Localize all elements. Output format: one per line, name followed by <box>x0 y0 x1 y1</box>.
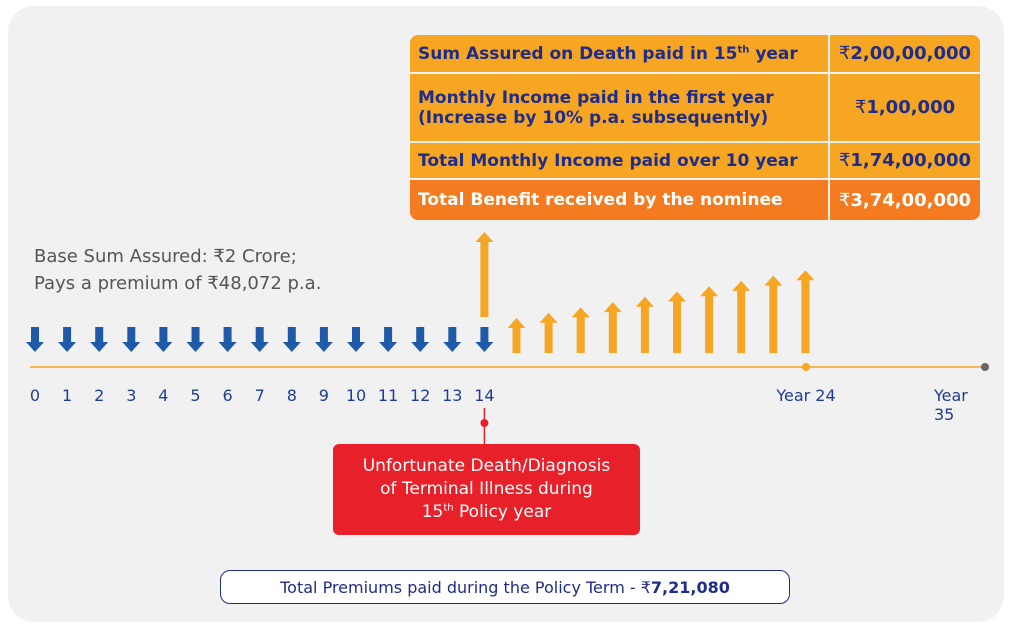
table-row: Total Benefit received by the nominee ₹3… <box>410 180 980 220</box>
down-arrow <box>218 327 237 352</box>
down-arrow <box>282 327 301 352</box>
amount: 7,21,080 <box>650 577 730 597</box>
benefit-table: Sum Assured on Death paid in 15th year ₹… <box>410 35 980 220</box>
base-info: Base Sum Assured: ₹2 Crore; <box>34 246 297 267</box>
year-label: Year 35 <box>934 386 968 424</box>
year-label: 13 <box>442 386 463 405</box>
down-arrow <box>443 327 462 352</box>
event-text: of Terminal Illness during <box>380 479 593 499</box>
year-label: Year 24 <box>776 386 836 405</box>
up-arrow <box>571 307 590 353</box>
currency: ₹ <box>838 189 851 211</box>
down-arrow <box>475 327 494 352</box>
event-text: Policy year <box>453 502 552 522</box>
amount: 1,00,000 <box>866 97 956 118</box>
down-arrow <box>122 327 141 352</box>
up-arrow <box>635 296 654 353</box>
year-label: 3 <box>126 386 137 405</box>
connector-dot <box>480 419 489 427</box>
down-arrow <box>58 327 77 352</box>
year-label: 14 <box>474 386 495 405</box>
year-label: 4 <box>158 386 169 405</box>
row-amount: ₹2,00,00,000 <box>830 35 980 72</box>
down-arrow <box>250 327 269 352</box>
event-sup: th <box>443 502 454 514</box>
base-info: Pays a premium of ₹48,072 p.a. <box>34 273 322 294</box>
currency: ₹ <box>640 577 651 597</box>
currency: ₹ <box>838 43 851 64</box>
currency: ₹ <box>838 150 851 171</box>
row-label: Total Benefit received by the nominee <box>410 180 828 220</box>
row-label: Total Monthly Income paid over 10 year <box>410 143 828 178</box>
total-premiums: Total Premiums paid during the Policy Te… <box>220 570 790 604</box>
label-text: Monthly Income paid in the first year <box>418 87 774 108</box>
down-arrow <box>154 327 173 352</box>
premium-text: Total Premiums paid during the Policy Te… <box>280 577 641 597</box>
timeline-dot <box>802 363 810 371</box>
down-arrow <box>26 327 44 352</box>
table-row: Monthly Income paid in the first year (In… <box>410 74 980 141</box>
row-amount: ₹3,74,00,000 <box>830 180 980 220</box>
row-label: Sum Assured on Death paid in 15th year <box>410 35 828 72</box>
down-arrow <box>411 327 430 352</box>
up-arrow <box>475 232 494 317</box>
up-arrow <box>603 302 622 353</box>
currency: ₹ <box>854 97 867 118</box>
year-label: 6 <box>222 386 233 405</box>
label-text: (Increase by 10% p.a. subsequently) <box>418 107 769 128</box>
row-amount: ₹1,00,000 <box>830 74 980 141</box>
down-arrow <box>379 327 398 352</box>
table-row: Sum Assured on Death paid in 15th year ₹… <box>410 35 980 72</box>
up-arrow <box>796 270 815 353</box>
event-text: 15 <box>421 502 444 522</box>
year-label: 2 <box>94 386 105 405</box>
event-text: Unfortunate Death/Diagnosis <box>362 456 611 476</box>
up-arrow <box>539 312 558 353</box>
amount: 2,00,00,000 <box>850 43 972 64</box>
year-label: 7 <box>254 386 265 405</box>
up-arrow <box>732 280 751 353</box>
label-text: Sum Assured on Death paid in 15 <box>418 43 738 64</box>
down-arrow <box>347 327 365 352</box>
down-arrow <box>186 327 205 352</box>
label-sup: th <box>737 43 750 55</box>
year-label: 1 <box>62 386 73 405</box>
amount: 1,74,00,000 <box>850 150 972 171</box>
timeline-dot <box>981 363 989 371</box>
year-label: 8 <box>286 386 297 405</box>
row-label: Monthly Income paid in the first year (In… <box>410 74 828 141</box>
year-label: 11 <box>377 386 399 405</box>
up-arrow <box>700 286 719 353</box>
label-text: Total Monthly Income paid over 10 year <box>418 150 798 171</box>
year-label: 12 <box>410 386 431 405</box>
label-text: year <box>749 43 798 64</box>
up-arrow <box>668 291 686 353</box>
table-row: Total Monthly Income paid over 10 year ₹… <box>410 143 980 178</box>
down-arrow <box>90 327 109 352</box>
up-arrow <box>507 318 526 353</box>
year-label: 0 <box>29 386 41 405</box>
amount: 3,74,00,000 <box>850 189 972 211</box>
year-label: 10 <box>345 386 367 405</box>
year-label: 9 <box>318 386 329 405</box>
row-amount: ₹1,74,00,000 <box>830 143 980 178</box>
event-box: Unfortunate Death/Diagnosis of Terminal … <box>333 444 640 535</box>
up-arrow <box>764 275 783 353</box>
year-label: 5 <box>190 386 201 405</box>
label-text: Total Benefit received by the nominee <box>418 190 783 210</box>
down-arrow <box>314 327 333 352</box>
